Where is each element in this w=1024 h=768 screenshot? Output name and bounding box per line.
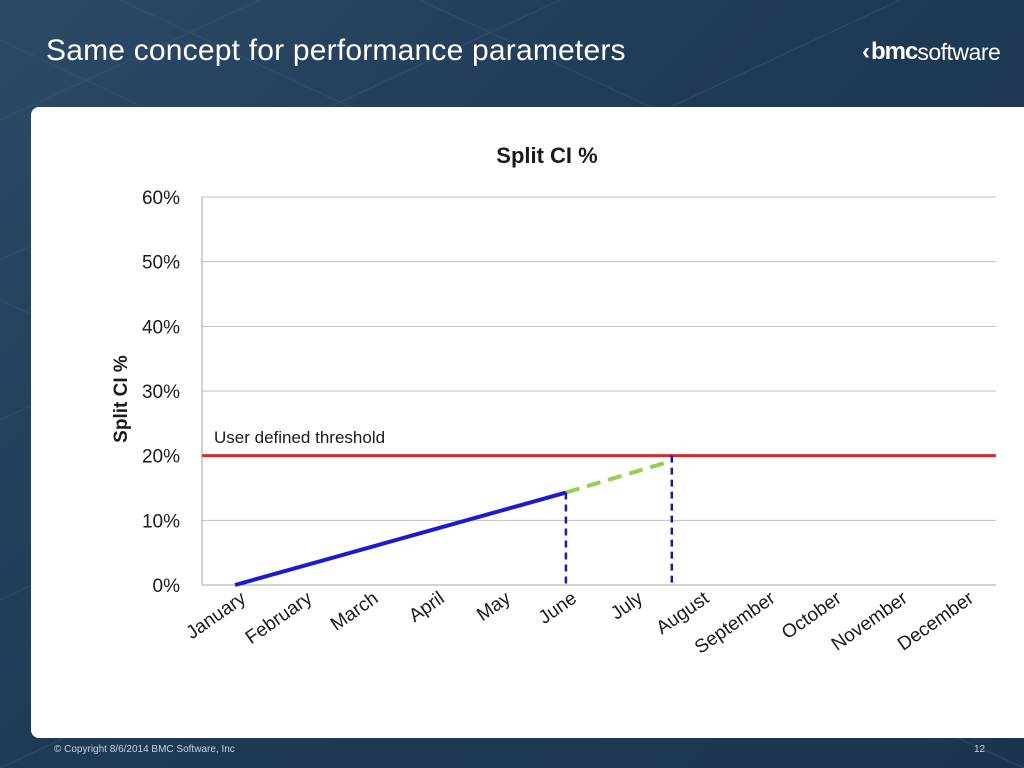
- x-tick-label: December: [894, 588, 978, 656]
- chart-title: Split CI %: [496, 143, 597, 168]
- actual-series-line: [234, 490, 567, 587]
- y-tick-label: 20%: [142, 447, 180, 468]
- logo-text-bold: bmc: [871, 38, 918, 65]
- logo-chevron-icon: ‹: [862, 38, 870, 65]
- y-tick-label: 30%: [142, 382, 180, 403]
- y-tick-label: 40%: [142, 317, 180, 338]
- copyright-text: © Copyright 8/6/2014 BMC Software, Inc: [54, 744, 235, 755]
- y-tick-label: 10%: [142, 511, 180, 532]
- y-tick-label: 0%: [153, 576, 181, 597]
- page-number: 12: [974, 744, 986, 755]
- projected-series-line: [565, 458, 673, 495]
- x-tick-label: January: [183, 588, 251, 644]
- bmc-logo: ‹ bmc software: [862, 36, 1001, 68]
- threshold-label: User defined threshold: [214, 428, 385, 447]
- slide-title: Same concept for performance parameters: [46, 34, 626, 67]
- logo-text-light: software: [917, 38, 1001, 65]
- y-tick-label: 50%: [142, 253, 180, 274]
- x-tick-label: March: [327, 588, 382, 635]
- x-tick-label: June: [535, 588, 581, 629]
- x-tick-label: February: [242, 588, 317, 649]
- x-tick-label: July: [607, 588, 647, 625]
- x-tick-label: May: [473, 588, 515, 626]
- chart-panel: 0% 10% 20% 30% 40% 50% 60% January February March…: [31, 107, 1024, 738]
- y-axis-label: Split CI %: [111, 355, 132, 443]
- x-tick-label: April: [405, 588, 448, 627]
- y-tick-label: 60%: [142, 188, 180, 209]
